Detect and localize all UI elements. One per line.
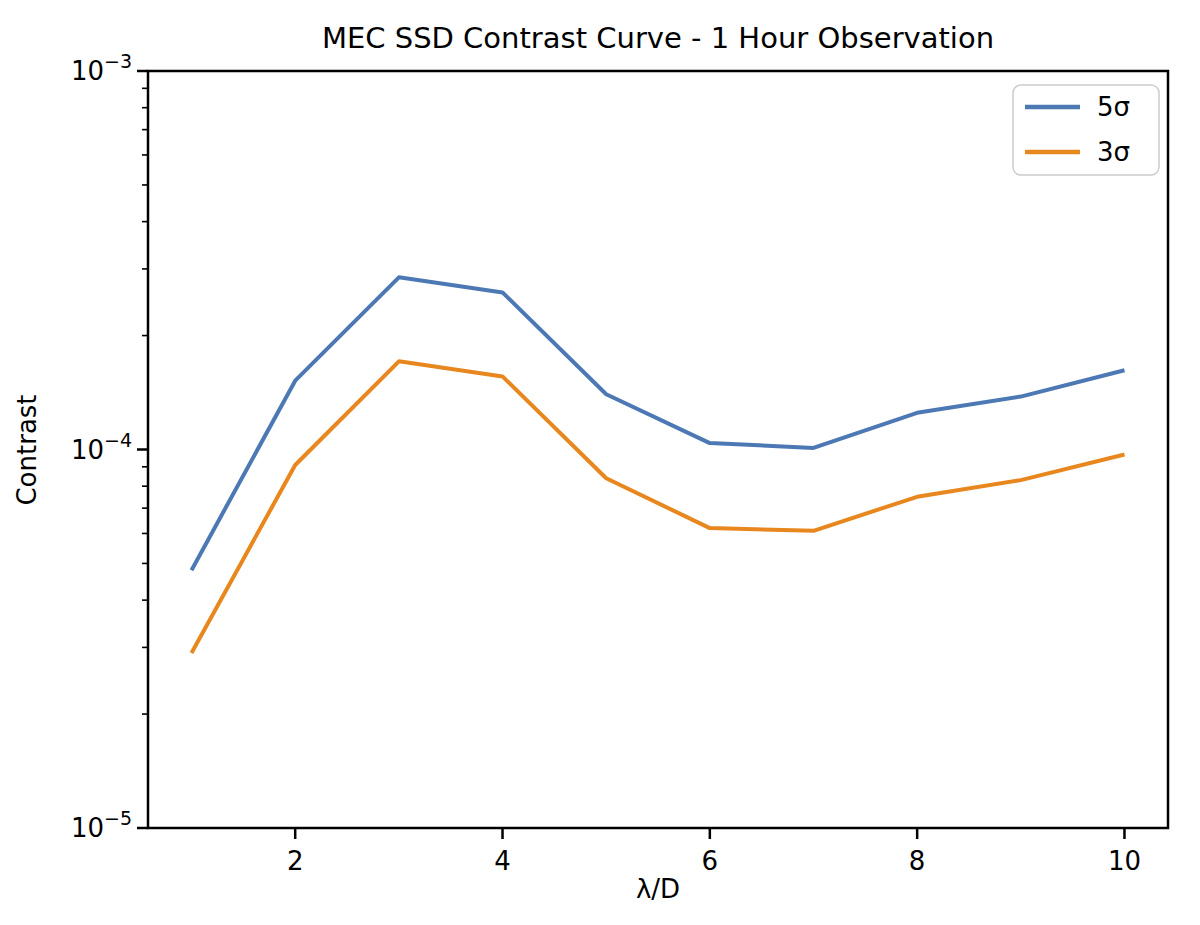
chart-title: MEC SSD Contrast Curve - 1 Hour Observat… (322, 21, 994, 55)
y-tick-label: 10−4 (71, 429, 132, 465)
x-axis: 2 4 6 8 10 (287, 828, 1141, 876)
y-tick-label: 10−5 (71, 807, 132, 843)
figure: 10−3 10−4 10−5 2 4 6 8 10 MEC SSD Contrast Cur… (0, 0, 1200, 925)
x-tick-label: 10 (1108, 846, 1141, 876)
x-axis-label: λ/D (636, 874, 680, 904)
x-tick-label: 2 (287, 846, 304, 876)
y-axis: 10−3 10−4 10−5 (71, 50, 148, 843)
plot-border (148, 71, 1168, 828)
y-axis-label: Contrast (12, 394, 42, 505)
y-tick-label: 10−3 (71, 50, 132, 86)
data-series (192, 277, 1125, 653)
series-line-3sigma (192, 361, 1125, 653)
x-tick-label: 6 (702, 846, 719, 876)
x-tick-label: 8 (909, 846, 926, 876)
legend: 5σ 3σ (1013, 85, 1159, 175)
contrast-curve-chart: 10−3 10−4 10−5 2 4 6 8 10 MEC SSD Contrast Cur… (0, 0, 1200, 925)
x-tick-label: 4 (494, 846, 511, 876)
series-line-5sigma (192, 277, 1125, 570)
legend-label-5sigma: 5σ (1097, 92, 1130, 122)
legend-box (1013, 85, 1159, 175)
legend-label-3sigma: 3σ (1097, 137, 1130, 167)
